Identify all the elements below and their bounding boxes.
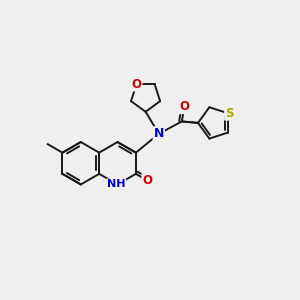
Text: NH: NH — [107, 179, 125, 190]
Text: O: O — [142, 174, 152, 187]
Text: O: O — [132, 77, 142, 91]
Text: N: N — [154, 127, 164, 140]
Text: O: O — [179, 100, 189, 113]
Text: S: S — [225, 107, 233, 120]
